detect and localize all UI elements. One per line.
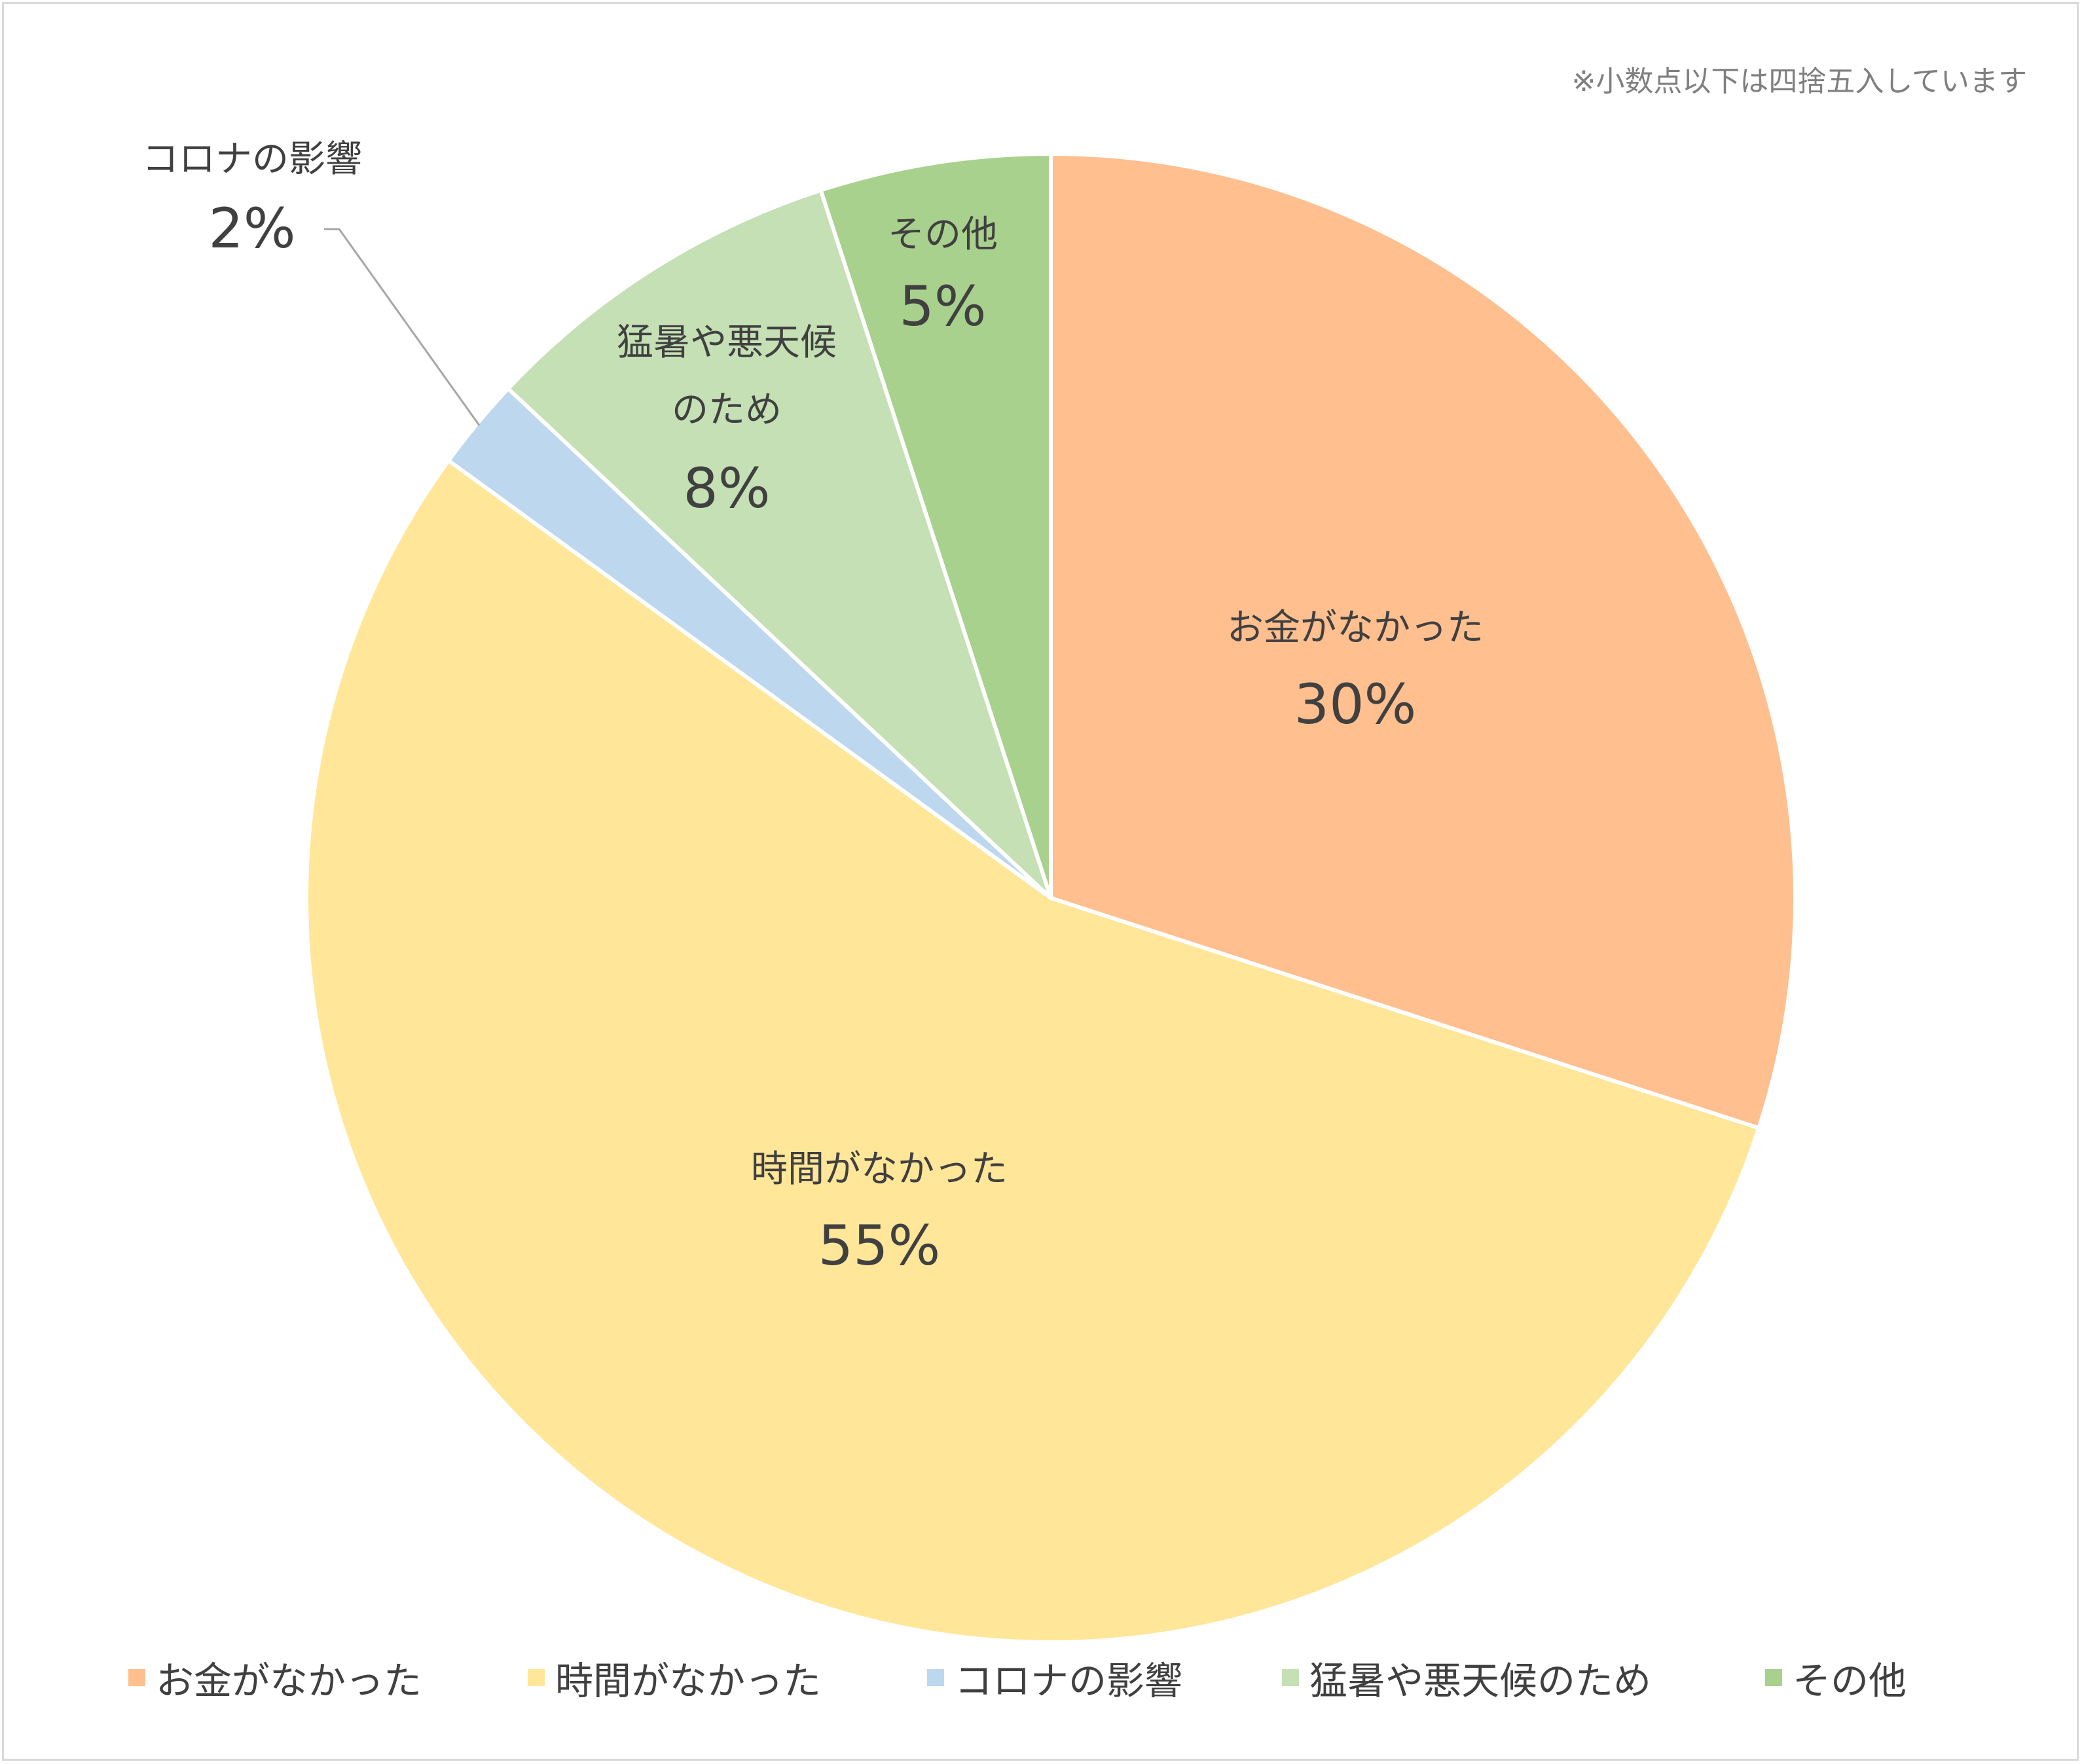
slice-category-label-time: 時間がなかった: [751, 1148, 1008, 1191]
chart-legend: お金がなかった 時間がなかった コロナの影響 猛暑や悪天候のため その他: [0, 1648, 2082, 1707]
legend-item-corona: コロナの影響: [927, 1648, 1182, 1707]
legend-swatch-money: [128, 1669, 145, 1686]
rounding-note: ※小数点以下は四捨五入しています: [1571, 65, 2027, 98]
legend-item-money: お金がなかった: [128, 1648, 422, 1707]
slice-value-label-money: 30%: [1294, 672, 1417, 736]
slice-category-label-weather-1: 猛暑や悪天候: [617, 321, 837, 364]
legend-label-money: お金がなかった: [156, 1659, 422, 1703]
slice-value-label-corona: 2%: [208, 196, 295, 261]
slice-category-label-other: その他: [888, 213, 998, 256]
legend-swatch-corona: [927, 1669, 944, 1686]
legend-swatch-time: [528, 1669, 545, 1686]
legend-swatch-weather: [1282, 1669, 1299, 1686]
legend-label-other: その他: [1793, 1659, 1907, 1703]
pie-slice-weather: [505, 187, 1053, 900]
pie-slice-time: [304, 458, 1762, 1645]
legend-swatch-other: [1765, 1669, 1782, 1686]
legend-label-weather: 猛暑や悪天候のため: [1309, 1659, 1652, 1703]
legend-label-corona: コロナの影響: [955, 1659, 1183, 1703]
slice-category-label-weather-2: のため: [672, 389, 782, 431]
legend-item-time: 時間がなかった: [528, 1648, 821, 1707]
pie-slice-money: [1049, 151, 1797, 1131]
slice-value-label-other: 5%: [899, 274, 986, 338]
slice-value-label-weather: 8%: [683, 456, 770, 520]
slice-category-label-money: お金がなかった: [1227, 607, 1484, 649]
slice-value-label-time: 55%: [818, 1214, 941, 1278]
legend-item-weather: 猛暑や悪天候のため: [1282, 1648, 1651, 1707]
slice-category-label-corona: コロナの影響: [142, 138, 362, 181]
legend-label-time: 時間がなかった: [555, 1659, 822, 1703]
legend-item-other: その他: [1765, 1648, 1907, 1707]
leader-line-corona: [324, 228, 481, 426]
pie-slice-other: [818, 151, 1053, 899]
